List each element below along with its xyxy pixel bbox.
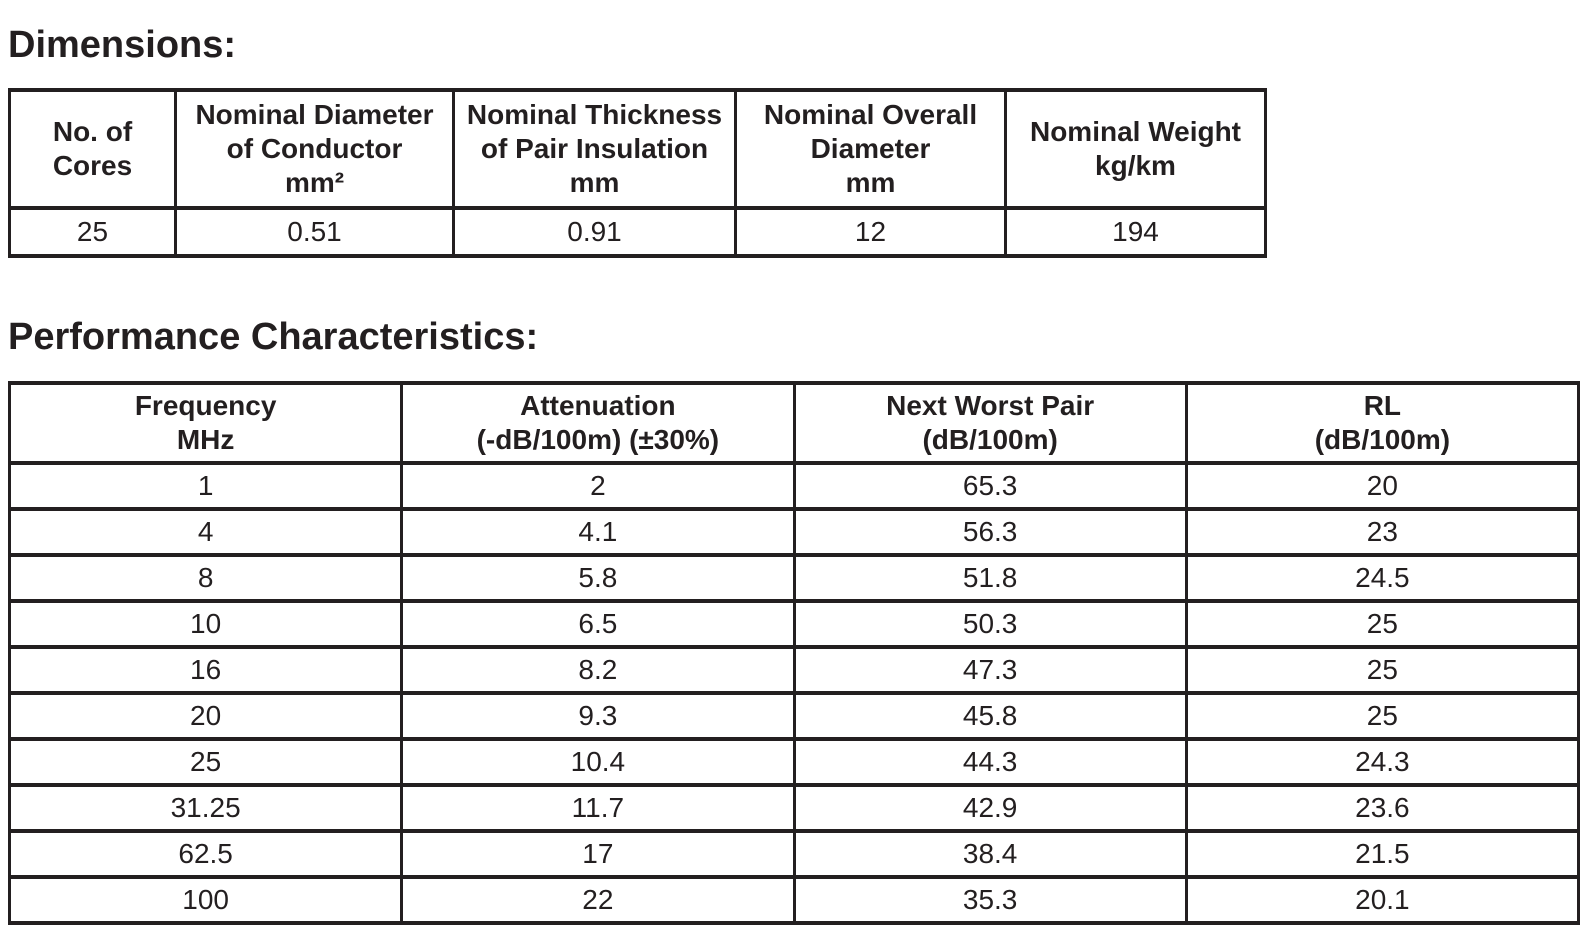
table-row: 10 6.5 50.3 25 xyxy=(7,599,1581,649)
table-row: 20 9.3 45.8 25 xyxy=(7,691,1581,741)
table-cell: 16 xyxy=(7,645,404,695)
dimensions-header-row: No. of Cores Nominal Diameter of Conducto… xyxy=(8,87,1267,210)
performance-header-row: Frequency MHz Attenuation (-dB/100m) (±30… xyxy=(7,381,1581,465)
table-cell: 9.3 xyxy=(400,691,796,741)
table-cell: 38.4 xyxy=(792,829,1188,879)
table-row: 25 0.51 0.91 12 194 xyxy=(8,205,1267,258)
table-cell: 25 xyxy=(8,205,177,258)
table-cell: 56.3 xyxy=(792,507,1188,557)
table-cell: 44.3 xyxy=(792,737,1188,787)
table-cell: 10.4 xyxy=(400,737,796,787)
table-cell: 21.5 xyxy=(1184,829,1581,879)
table-cell: 20 xyxy=(7,691,404,741)
table-cell: 6.5 xyxy=(400,599,796,649)
table-cell: 20.1 xyxy=(1184,875,1581,925)
table-cell: 65.3 xyxy=(792,461,1188,511)
table-cell: 10 xyxy=(7,599,404,649)
column-header: Next Worst Pair (dB/100m) xyxy=(792,381,1188,465)
table-cell: 2 xyxy=(400,461,796,511)
column-header: Nominal Diameter of Conductor mm² xyxy=(174,87,455,210)
column-header: No. of Cores xyxy=(8,87,177,210)
table-cell: 20 xyxy=(1184,461,1581,511)
table-row: 8 5.8 51.8 24.5 xyxy=(7,553,1581,603)
table-cell: 22 xyxy=(400,875,796,925)
dimensions-table-body: 25 0.51 0.91 12 194 xyxy=(8,205,1267,258)
table-cell: 23.6 xyxy=(1184,783,1581,833)
column-header: Nominal Thickness of Pair Insulation mm xyxy=(452,87,737,210)
table-cell: 4 xyxy=(7,507,404,557)
table-cell: 25 xyxy=(7,737,404,787)
table-cell: 25 xyxy=(1184,599,1581,649)
column-header: Attenuation (-dB/100m) (±30%) xyxy=(400,381,796,465)
table-cell: 8.2 xyxy=(400,645,796,695)
column-header: RL (dB/100m) xyxy=(1184,381,1581,465)
table-cell: 5.8 xyxy=(400,553,796,603)
table-cell: 25 xyxy=(1184,691,1581,741)
dimensions-table: No. of Cores Nominal Diameter of Conducto… xyxy=(8,87,1267,258)
table-row: 25 10.4 44.3 24.3 xyxy=(7,737,1581,787)
table-cell: 100 xyxy=(7,875,404,925)
table-cell: 12 xyxy=(734,205,1007,258)
table-cell: 24.3 xyxy=(1184,737,1581,787)
table-cell: 62.5 xyxy=(7,829,404,879)
table-row: 4 4.1 56.3 23 xyxy=(7,507,1581,557)
performance-section-title: Performance Characteristics: xyxy=(8,315,539,358)
table-row: 100 22 35.3 20.1 xyxy=(7,875,1581,925)
table-cell: 35.3 xyxy=(792,875,1188,925)
table-cell: 25 xyxy=(1184,645,1581,695)
table-cell: 0.91 xyxy=(452,205,737,258)
table-cell: 4.1 xyxy=(400,507,796,557)
table-row: 1 2 65.3 20 xyxy=(7,461,1581,511)
table-cell: 0.51 xyxy=(174,205,455,258)
dimensions-section-title: Dimensions: xyxy=(8,24,237,66)
table-cell: 23 xyxy=(1184,507,1581,557)
table-cell: 11.7 xyxy=(400,783,796,833)
table-row: 31.25 11.7 42.9 23.6 xyxy=(7,783,1581,833)
column-header: Nominal Overall Diameter mm xyxy=(734,87,1007,210)
table-row: 16 8.2 47.3 25 xyxy=(7,645,1581,695)
performance-table: Frequency MHz Attenuation (-dB/100m) (±30… xyxy=(7,381,1581,925)
table-cell: 50.3 xyxy=(792,599,1188,649)
table-cell: 45.8 xyxy=(792,691,1188,741)
table-cell: 31.25 xyxy=(7,783,404,833)
column-header: Frequency MHz xyxy=(7,381,404,465)
table-cell: 24.5 xyxy=(1184,553,1581,603)
column-header: Nominal Weight kg/km xyxy=(1004,87,1267,210)
table-cell: 47.3 xyxy=(792,645,1188,695)
table-cell: 51.8 xyxy=(792,553,1188,603)
table-cell: 1 xyxy=(7,461,404,511)
performance-table-body: 1 2 65.3 20 4 4.1 56.3 23 8 5.8 51.8 24.5 10 6.5 50.3 2… xyxy=(7,461,1581,925)
table-cell: 194 xyxy=(1004,205,1267,258)
table-cell: 42.9 xyxy=(792,783,1188,833)
table-cell: 17 xyxy=(400,829,796,879)
table-row: 62.5 17 38.4 21.5 xyxy=(7,829,1581,879)
table-cell: 8 xyxy=(7,553,404,603)
